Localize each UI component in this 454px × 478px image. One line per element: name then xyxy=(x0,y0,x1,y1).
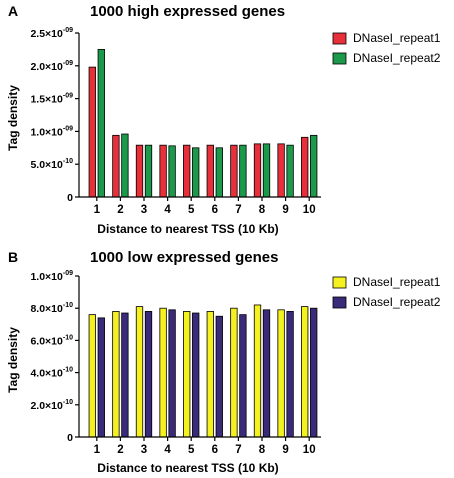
panel-a-xtick-label-3: 3 xyxy=(141,204,147,216)
panel-a-xtick-label-9: 9 xyxy=(282,204,288,216)
panel-a-legend-swatch-1 xyxy=(332,32,347,45)
panel-a-bar-dnasei-repeat1-3 xyxy=(135,144,144,198)
panel-a-bar-dnasei-repeat1-10 xyxy=(301,136,309,198)
panel-a-ytick-label: 0 xyxy=(67,192,73,204)
panel-a-xtick-label-5: 5 xyxy=(188,204,195,216)
panel-b-bar-dnasei-repeat1-2 xyxy=(112,311,120,438)
panel-a-ytick-label: 5.0×10-10 xyxy=(30,158,73,171)
panel-b-bar-dnasei-repeat2-10 xyxy=(310,307,318,438)
panel-b-y-axis: 0 2.0×10-10 4.0×10-10 6.0×10-10 8.0×10-10 1.0… xyxy=(30,270,80,444)
panel-b-xtick-label-10: 10 xyxy=(303,444,316,456)
panel-a-xtick-label-2: 2 xyxy=(117,204,123,216)
panel-a-y-axis: 0 5.0×10-10 1.0×10-09 1.5×10-09 2.0×10-09 2.5… xyxy=(30,27,80,204)
panel-a-chart: A 1000 high expressed genes Tag density … xyxy=(6,3,441,236)
panel-b-ytick-label: 0 xyxy=(67,432,73,444)
panel-a-bar-dnasei-repeat2-10 xyxy=(310,134,318,198)
panel-b-xtick-label-7: 7 xyxy=(235,444,241,456)
panel-a-bar-dnasei-repeat2-2 xyxy=(121,133,129,198)
panel-a-xtick-label-6: 6 xyxy=(212,204,218,216)
panel-a-bar-dnasei-repeat2-8 xyxy=(262,143,271,198)
panel-b-xtick-label-3: 3 xyxy=(141,444,147,456)
panel-b-xtick-label-1: 1 xyxy=(94,444,101,456)
panel-b-xtick-label-9: 9 xyxy=(282,444,288,456)
panel-a-title: 1000 high expressed genes xyxy=(90,3,285,20)
panel-a-xtick-label-4: 4 xyxy=(164,204,171,216)
panel-a-bar-dnasei-repeat2-3 xyxy=(144,144,153,198)
panel-b-label: B xyxy=(8,249,18,265)
panel-a-xtick-label-7: 7 xyxy=(235,204,241,216)
panel-b-bar-dnasei-repeat1-9 xyxy=(277,309,285,438)
panel-a-bar-dnasei-repeat2-5 xyxy=(192,147,200,198)
panel-a-bar-dnasei-repeat1-8 xyxy=(253,143,262,198)
panel-a-label: A xyxy=(8,3,18,19)
panel-b-ytick-label: 4.0×10-10 xyxy=(30,367,73,380)
panel-b-legend-swatch-1 xyxy=(332,276,347,289)
panel-b-chart: B 1000 low expressed genes Tag density D… xyxy=(6,249,441,475)
panel-b-bar-dnasei-repeat1-10 xyxy=(301,306,309,438)
panel-b-ytick-label: 1.0×10-09 xyxy=(30,270,73,283)
panel-b-legend-label-2: DNaseI_repeat2 xyxy=(353,295,441,309)
panel-a-x-axis: 1 2 3 4 5 6 7 8 9 10 xyxy=(79,196,321,216)
panel-a-legend-swatch-2 xyxy=(332,52,347,65)
panel-a-ylabel: Tag density xyxy=(6,85,20,151)
panel-a-bar-dnasei-repeat2-4 xyxy=(168,145,176,198)
panel-b-bar-dnasei-repeat1-5 xyxy=(183,311,191,438)
panel-a-bar-dnasei-repeat1-6 xyxy=(206,144,214,198)
panel-a-legend: DNaseI_repeat1 DNaseI_repeat2 xyxy=(332,31,441,65)
panel-b-legend: DNaseI_repeat1 DNaseI_repeat2 xyxy=(332,275,441,309)
panel-b-bar-dnasei-repeat1-1 xyxy=(88,314,96,438)
panel-a-ytick-label: 2.0×10-09 xyxy=(30,60,73,73)
panel-b-xtick-label-2: 2 xyxy=(117,444,123,456)
panel-a-ytick-label: 1.0×10-09 xyxy=(30,125,73,138)
panel-a-legend-label-1: DNaseI_repeat1 xyxy=(353,31,441,45)
panel-b-title: 1000 low expressed genes xyxy=(90,249,278,266)
panel-a-xtick-label-1: 1 xyxy=(94,204,101,216)
panel-b-bar-dnasei-repeat2-3 xyxy=(144,311,153,438)
panel-b-bar-dnasei-repeat2-7 xyxy=(239,314,247,438)
panel-b-ytick-label: 8.0×10-10 xyxy=(30,302,73,315)
panel-b-legend-swatch-2 xyxy=(332,296,347,309)
panel-b-bar-dnasei-repeat1-8 xyxy=(253,304,262,438)
panel-b-bar-dnasei-repeat1-3 xyxy=(135,306,144,438)
panel-a-xtick-label-8: 8 xyxy=(259,204,266,216)
panel-b-bar-dnasei-repeat2-8 xyxy=(262,309,271,438)
panel-a-bar-dnasei-repeat1-2 xyxy=(112,134,120,198)
panel-a-bar-dnasei-repeat1-7 xyxy=(230,144,238,198)
panel-b-xtick-label-8: 8 xyxy=(259,444,266,456)
panel-a-ytick-label: 1.5×10-09 xyxy=(30,93,73,106)
panel-a-bar-dnasei-repeat1-5 xyxy=(183,144,191,198)
panel-a-xtick-label-10: 10 xyxy=(303,204,316,216)
panel-b-bar-dnasei-repeat2-5 xyxy=(192,312,200,438)
panel-a-bar-dnasei-repeat2-7 xyxy=(239,144,247,198)
panel-a-bars xyxy=(88,49,318,198)
panel-b-xtick-label-5: 5 xyxy=(188,444,195,456)
panel-b-bar-dnasei-repeat1-6 xyxy=(206,311,214,438)
panel-b-xtick-label-4: 4 xyxy=(164,444,171,456)
panel-b-xlabel: Distance to nearest TSS (10 Kb) xyxy=(97,461,278,475)
panel-a-bar-dnasei-repeat2-6 xyxy=(215,147,223,198)
panel-a-ytick-label: 2.5×10-09 xyxy=(30,27,73,40)
panel-b-ytick-label: 2.0×10-10 xyxy=(30,399,73,412)
panel-a-xlabel: Distance to nearest TSS (10 Kb) xyxy=(97,222,278,236)
panel-a-bar-dnasei-repeat1-1 xyxy=(88,66,96,198)
panel-b-xtick-label-6: 6 xyxy=(212,444,218,456)
panel-b-ytick-label: 6.0×10-10 xyxy=(30,334,73,347)
panel-b-bars xyxy=(88,304,318,438)
panel-b-bar-dnasei-repeat1-4 xyxy=(159,307,167,438)
panel-a-bar-dnasei-repeat1-9 xyxy=(277,143,285,198)
panel-b-bar-dnasei-repeat2-6 xyxy=(215,315,223,438)
panel-b-bar-dnasei-repeat2-2 xyxy=(121,312,129,438)
panel-a-legend-label-2: DNaseI_repeat2 xyxy=(353,51,441,65)
panel-a-bar-dnasei-repeat2-1 xyxy=(97,49,105,198)
panel-a-bar-dnasei-repeat1-4 xyxy=(159,144,167,198)
panel-b-x-axis: 1 2 3 4 5 6 7 8 9 10 xyxy=(79,436,321,456)
panel-b-ylabel: Tag density xyxy=(6,327,20,393)
panel-b-bar-dnasei-repeat1-7 xyxy=(230,307,238,438)
panel-b-legend-label-1: DNaseI_repeat1 xyxy=(353,275,441,289)
panel-b-bar-dnasei-repeat2-4 xyxy=(168,309,176,438)
panel-b-bar-dnasei-repeat2-1 xyxy=(97,317,105,438)
panel-b-bar-dnasei-repeat2-9 xyxy=(286,311,294,438)
panel-a-bar-dnasei-repeat2-9 xyxy=(286,144,294,198)
